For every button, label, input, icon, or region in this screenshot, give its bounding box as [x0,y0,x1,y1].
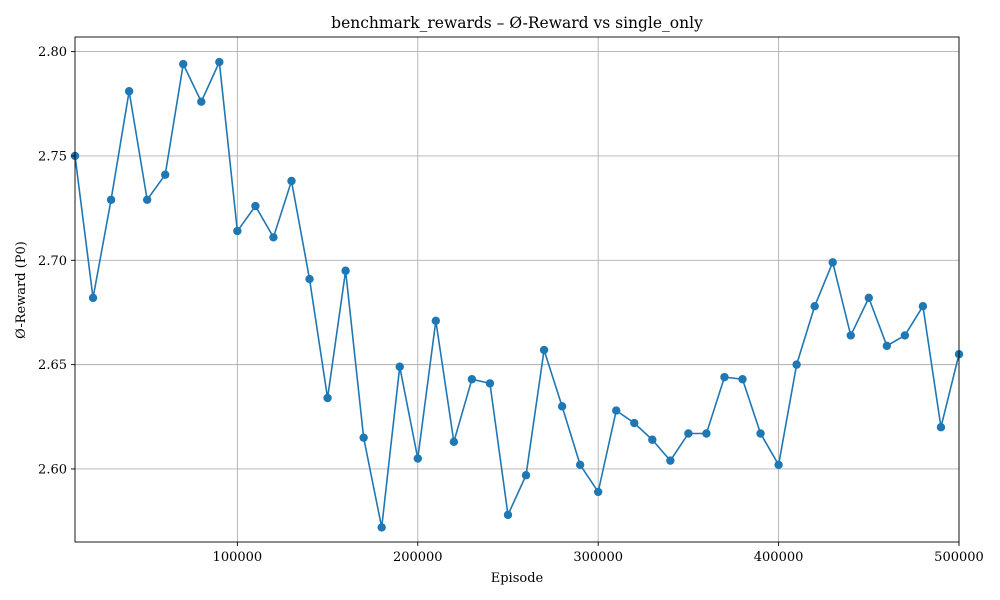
data-point [413,454,422,463]
data-point [377,523,386,532]
plot-frame [74,36,960,543]
data-point [503,510,513,520]
data-point [197,97,206,106]
data-point [684,429,693,438]
data-point [215,57,224,67]
y-tick-label: 2.60 [38,462,67,477]
data-point [467,375,477,384]
data-point [395,362,404,371]
data-point [449,437,459,447]
data-point [161,170,170,179]
data-point [882,341,892,351]
data-point [485,379,495,388]
x-tick-label: 200000 [393,550,443,565]
y-tick-label: 2.75 [38,149,67,164]
grid-lines [75,37,960,542]
data-point [738,375,747,384]
data-point [341,266,350,275]
data-point [936,423,946,432]
data-point [648,435,657,444]
data-point [88,293,98,303]
axis-ticks: 100000 200000 300000 400000 500000 2.60 2.65 2.… [38,45,984,565]
data-point [828,258,837,267]
data-point [557,402,567,411]
data-point [233,226,242,236]
series-layer [70,57,964,532]
y-tick-label: 2.65 [38,358,67,373]
data-point [612,406,621,415]
data-point [720,372,729,382]
y-tick-label: 2.70 [38,254,67,269]
data-point [287,176,296,186]
data-point [864,293,873,303]
data-point [666,456,675,465]
data-point [106,195,116,204]
y-axis-label: Ø-Reward (P0) [14,241,29,339]
data-point [900,331,910,340]
data-point [792,360,801,369]
data-point [810,301,819,311]
data-point [431,316,441,326]
series-line [74,59,960,528]
chart-title: benchmark_rewards – Ø-Reward vs single_o… [331,14,703,32]
data-point [521,471,531,480]
data-point [359,433,368,442]
data-point [846,331,855,340]
data-point [142,195,152,204]
data-point [323,393,332,403]
x-axis-label: Episode [491,571,544,586]
x-tick-label: 300000 [573,550,623,565]
data-point [918,301,928,311]
data-point [630,418,639,428]
data-point [124,87,134,96]
data-point [179,59,188,69]
data-point [269,233,278,242]
data-point [575,460,585,469]
x-tick-label: 500000 [934,550,984,565]
y-tick-label: 2.80 [38,45,67,60]
x-tick-label: 400000 [754,550,804,565]
data-point [539,345,549,355]
data-point [774,460,783,469]
data-point [305,274,314,284]
x-tick-label: 100000 [213,550,263,565]
data-point [756,429,765,438]
data-point [593,487,603,497]
data-point [702,429,711,438]
data-point [251,201,260,211]
